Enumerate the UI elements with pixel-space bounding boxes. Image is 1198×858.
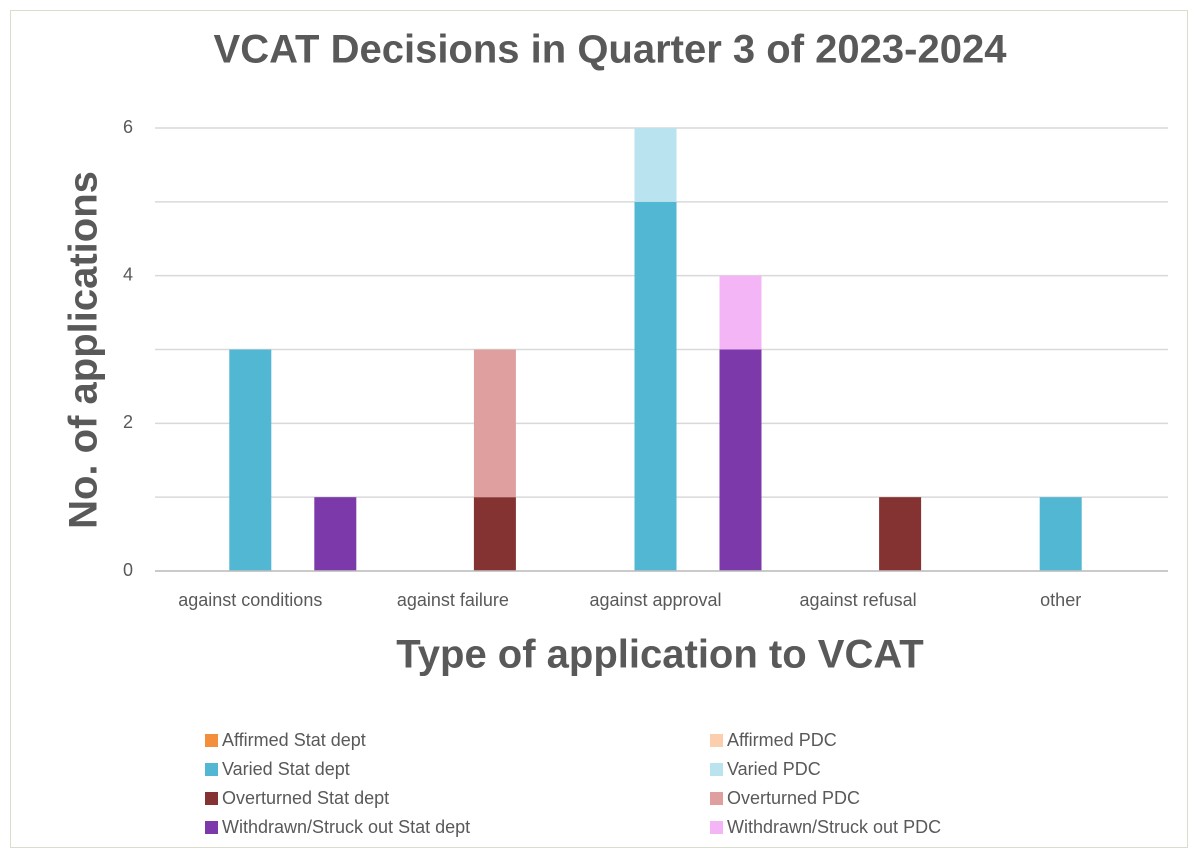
legend-label: Withdrawn/Struck out PDC [727,817,941,837]
x-tick-label: other [1040,590,1081,610]
bar-segment [719,275,762,350]
legend-swatch [205,763,218,776]
bar-segment [634,201,677,572]
bar-segment [719,349,762,571]
legend-label: Withdrawn/Struck out Stat dept [222,817,470,837]
y-tick-label: 0 [123,560,133,580]
x-tick-label: against refusal [800,590,917,610]
bar-segment [314,497,357,571]
bar-segment [634,128,677,202]
chart-frame [10,10,1188,848]
legend-label: Overturned Stat dept [222,788,389,808]
legend-label: Affirmed PDC [727,730,837,750]
x-tick-label: against approval [589,590,721,610]
legend-label: Varied PDC [727,759,821,779]
y-tick-label: 4 [123,264,133,284]
legend-label: Varied Stat dept [222,759,350,779]
legend-swatch [710,734,723,747]
bar-segment [879,497,922,571]
x-axis-label: Type of application to VCAT [396,633,923,677]
legend-label: Overturned PDC [727,788,860,808]
x-tick-label: against conditions [178,590,322,610]
y-tick-label: 6 [123,117,133,137]
legend-label: Affirmed Stat dept [222,730,366,750]
y-tick-label: 2 [123,412,133,432]
bar-segment [1039,497,1082,571]
x-tick-label: against failure [397,590,509,610]
bar-segment [473,349,516,498]
legend-swatch [710,821,723,834]
legend-swatch [205,821,218,834]
legend-swatch [710,763,723,776]
legend-swatch [205,734,218,747]
bar-segment [229,349,272,571]
legend-swatch [205,792,218,805]
y-axis-label: No. of applications [62,171,106,529]
bar-segment [473,497,516,571]
chart-title: VCAT Decisions in Quarter 3 of 2023-2024 [214,28,1008,72]
legend-swatch [710,792,723,805]
